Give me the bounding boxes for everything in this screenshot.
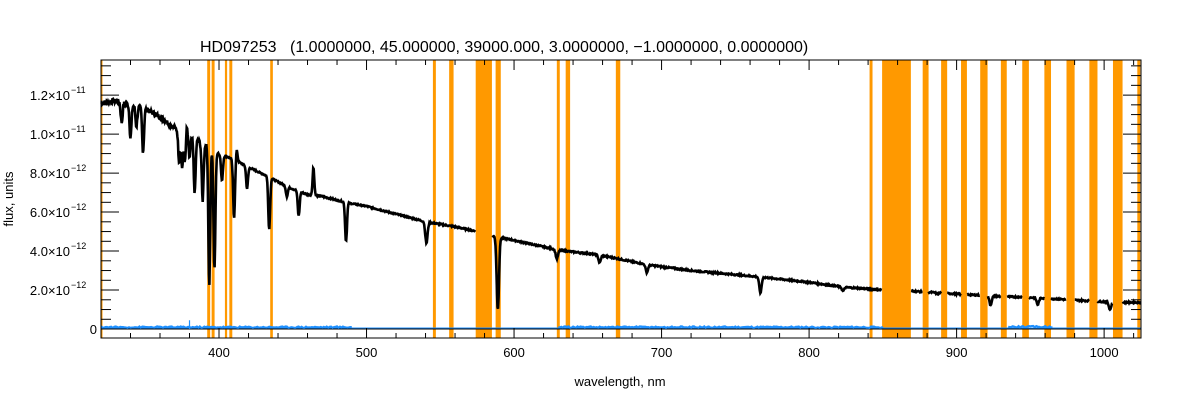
y-tick-exponent: −11 <box>71 85 86 95</box>
masked-band <box>1066 60 1075 338</box>
flux-series-segment <box>1074 296 1090 304</box>
x-tick-label: 600 <box>503 345 525 360</box>
y-tick-label: 8.0×10 <box>30 166 70 181</box>
x-tick-label: 900 <box>946 345 968 360</box>
flux-series-segment <box>491 234 883 310</box>
error-series-segment <box>1008 324 1053 329</box>
masked-band <box>922 60 929 338</box>
y-tick-label: 6.0×10 <box>30 205 70 220</box>
flux-series-segment <box>1121 298 1142 306</box>
masked-band <box>1089 60 1098 338</box>
y-tick-exponent: −11 <box>71 124 86 134</box>
y-tick-label: 0 <box>90 322 97 337</box>
masked-band <box>565 60 571 338</box>
x-tick-label: 400 <box>208 345 230 360</box>
flux-series-segment <box>1050 296 1067 302</box>
masked-band <box>475 60 492 338</box>
flux-series-segment <box>910 288 923 295</box>
masked-band <box>1044 60 1052 338</box>
flux-series-segment <box>986 293 1002 307</box>
y-tick-label: 2.0×10 <box>30 283 70 298</box>
masked-band <box>1000 60 1007 338</box>
flux-series-segment <box>927 289 943 297</box>
masked-band <box>1137 60 1141 338</box>
masked-band <box>229 60 233 338</box>
masked-band <box>432 60 436 338</box>
y-tick-exponent: −12 <box>71 163 86 173</box>
error-series-segment <box>100 325 352 330</box>
chart-title-params: (1.0000000, 45.000000, 39000.000, 3.0000… <box>290 39 808 56</box>
flux-series-segment <box>966 291 981 298</box>
series-layer <box>100 97 1142 330</box>
flux-series-segment <box>947 290 962 299</box>
masked-band <box>101 60 103 338</box>
masked-band <box>1112 60 1123 338</box>
x-tick-label: 800 <box>798 345 820 360</box>
masked-band <box>980 60 988 338</box>
plot-frame <box>100 59 1142 339</box>
masked-band <box>449 60 454 338</box>
masked-band <box>556 60 560 338</box>
flux-series-segment <box>1028 295 1046 307</box>
masked-bands <box>101 60 1141 338</box>
chart-title-star: HD097253 <box>200 39 277 56</box>
y-tick-label: 4.0×10 <box>30 244 70 259</box>
x-tick-label: 700 <box>651 345 673 360</box>
flux-series-segment <box>100 97 477 285</box>
x-tick-label: 500 <box>356 345 378 360</box>
flux-series-segment <box>1006 293 1023 300</box>
y-tick-label: 1.2×10 <box>30 88 70 103</box>
y-tick-exponent: −12 <box>71 202 86 212</box>
masked-band <box>1022 60 1029 338</box>
x-axis-label: wavelength, nm <box>573 374 665 389</box>
masked-band <box>961 60 967 338</box>
masked-band <box>615 60 621 338</box>
masked-band <box>224 60 228 338</box>
y-tick-exponent: −12 <box>71 241 86 251</box>
y-axis-label: flux, units <box>1 171 16 226</box>
masked-band <box>941 60 948 338</box>
masked-band <box>495 60 501 338</box>
masked-band <box>882 60 911 338</box>
y-tick-label: 1.0×10 <box>30 127 70 142</box>
y-tick-exponent: −12 <box>71 280 86 290</box>
masked-band <box>869 60 873 338</box>
flux-series-segment <box>1096 299 1114 312</box>
x-tick-label: 1000 <box>1090 345 1119 360</box>
error-series-segment <box>558 325 884 330</box>
